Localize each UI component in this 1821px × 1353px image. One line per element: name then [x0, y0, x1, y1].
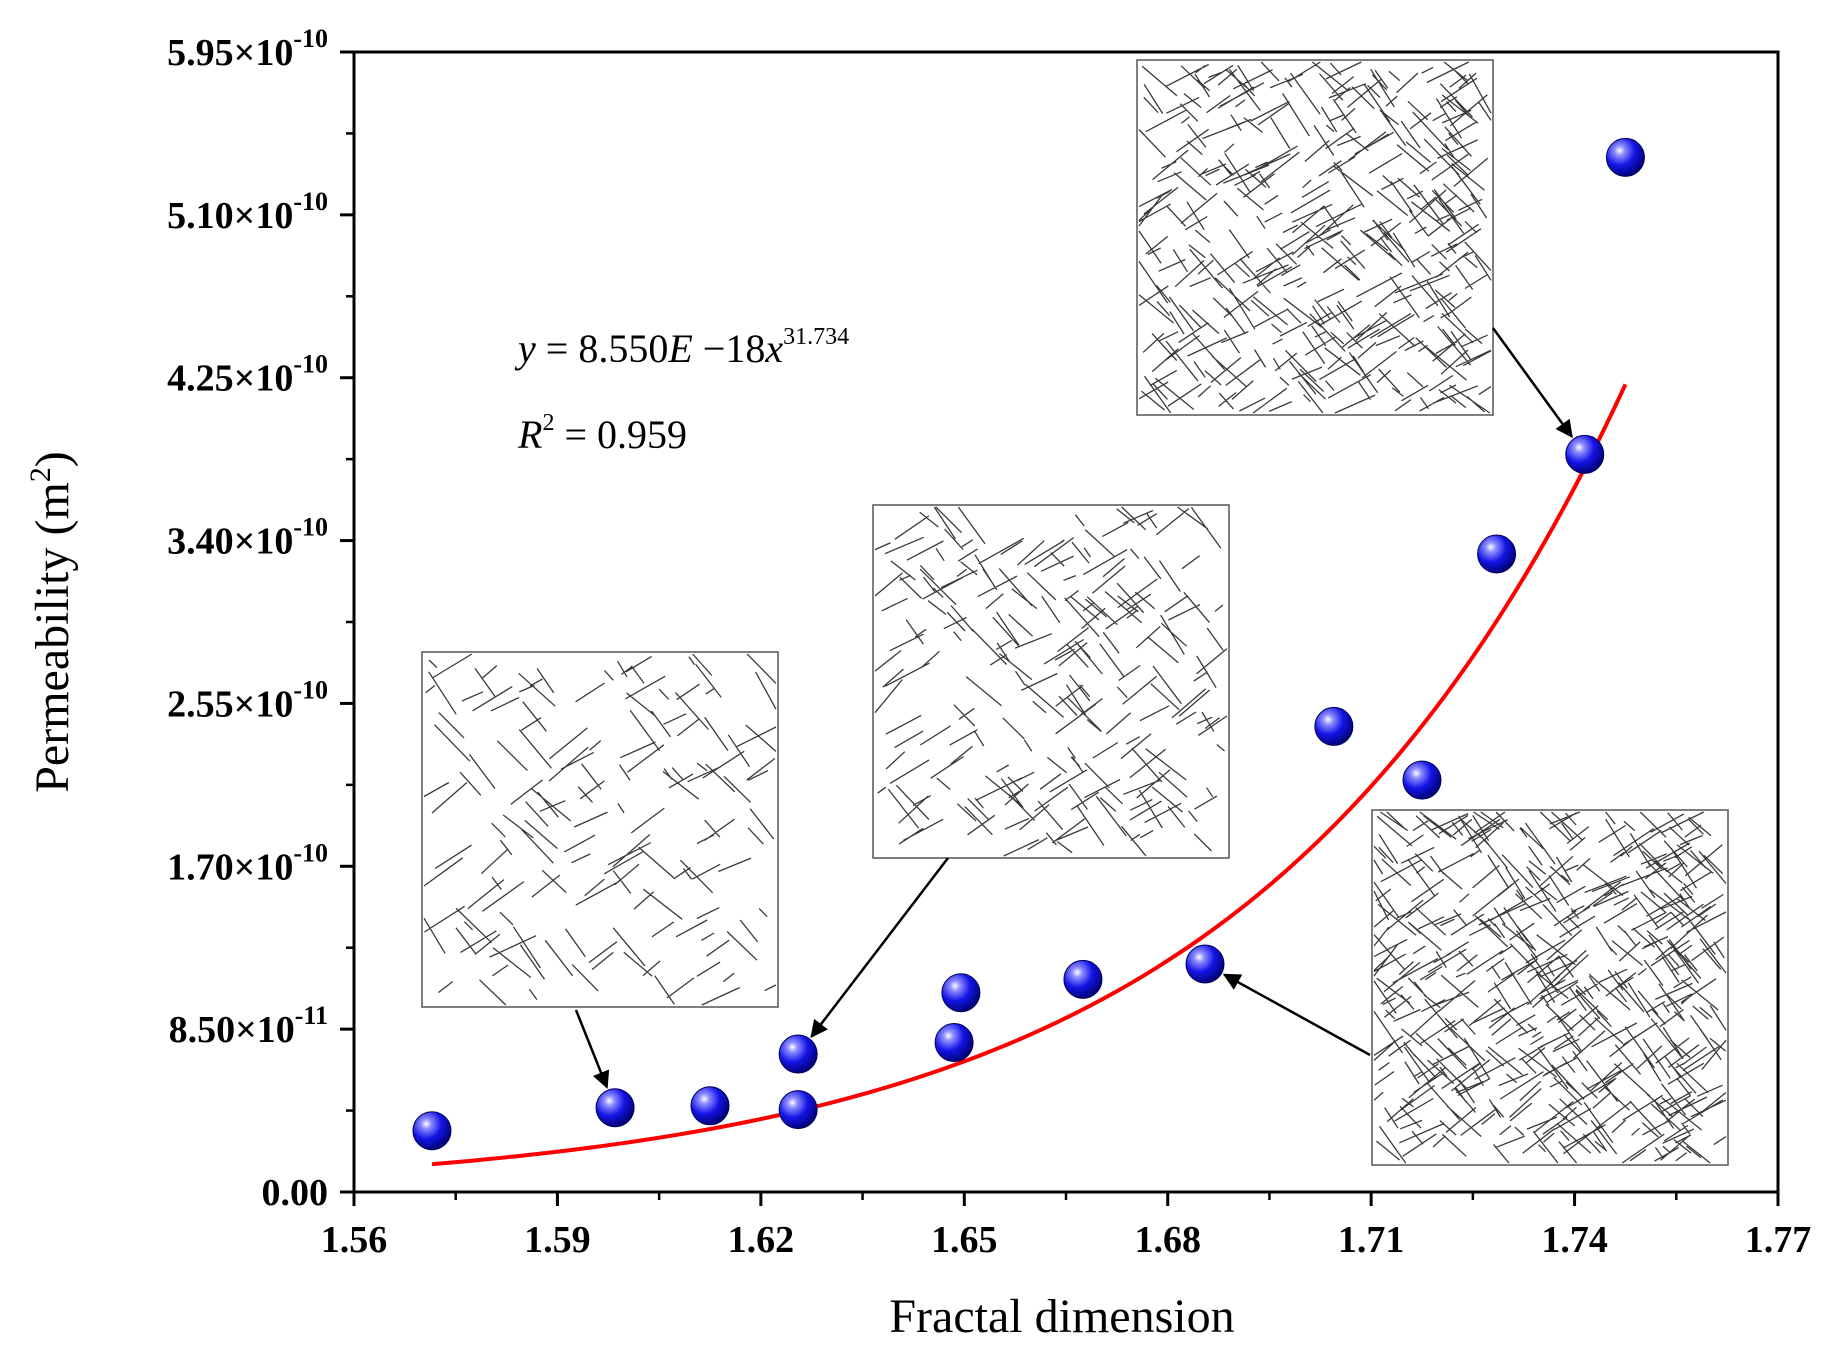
- fracture-network-medium: [872, 504, 1230, 859]
- data-point: [778, 1034, 818, 1074]
- y-tick-label: 4.25×10-10: [167, 350, 328, 400]
- data-point: [1605, 137, 1645, 177]
- y-tick-label: 3.40×10-10: [167, 513, 328, 563]
- y-tick-label: 2.55×10-10: [167, 675, 328, 725]
- x-tick-label: 1.56: [321, 1219, 388, 1261]
- inset-arrow: [1491, 327, 1573, 439]
- fracture-network-high: [1136, 59, 1494, 416]
- y-axis-ticks: 0.00 8.50×10-11 1.70×10-10 2.55×10-10 3.40×1…: [167, 24, 354, 1214]
- fracture-lines: [1373, 811, 1727, 1164]
- data-point: [690, 1086, 730, 1126]
- y-tick-label: 8.50×10-11: [169, 1001, 328, 1051]
- fracture-insets: [421, 59, 1729, 1166]
- data-point: [778, 1090, 818, 1130]
- fit-equation-text: y = 8.550E −18x31.734: [514, 324, 849, 371]
- inset-arrows: [574, 327, 1573, 1089]
- data-point: [1402, 760, 1442, 800]
- x-axis-title: Fractal dimension: [889, 1290, 1234, 1343]
- inset-arrow: [574, 1009, 610, 1089]
- x-tick-label: 1.71: [1338, 1219, 1405, 1261]
- data-point: [1314, 706, 1354, 746]
- x-axis-ticks: 1.56 1.59 1.62 1.65 1.68 1.71 1.74 1.77: [321, 1192, 1812, 1261]
- fit-equation: y = 8.550E −18x31.734 R2 = 0.959: [514, 324, 849, 457]
- fracture-lines: [1138, 61, 1492, 414]
- fracture-network-dense: [1371, 809, 1729, 1166]
- data-point: [412, 1111, 452, 1151]
- data-point: [1063, 959, 1103, 999]
- x-tick-label: 1.62: [728, 1219, 795, 1261]
- x-tick-label: 1.77: [1745, 1219, 1812, 1261]
- x-tick-label: 1.59: [524, 1219, 591, 1261]
- x-tick-label: 1.74: [1541, 1219, 1608, 1261]
- data-points-layer: [412, 137, 1645, 1151]
- data-point: [1477, 534, 1517, 574]
- r-squared-text: R2 = 0.959: [517, 410, 687, 457]
- inset-arrow: [810, 857, 949, 1038]
- fracture-lines: [423, 653, 777, 1006]
- x-tick-label: 1.65: [931, 1219, 998, 1261]
- data-point: [595, 1088, 635, 1128]
- y-tick-label: 5.10×10-10: [167, 187, 328, 237]
- data-point: [1565, 434, 1605, 474]
- fracture-network-low: [421, 651, 779, 1008]
- inset-frame: [872, 504, 1230, 859]
- inset-arrow: [1222, 973, 1371, 1057]
- y-tick-label: 1.70×10-10: [167, 838, 328, 888]
- y-tick-label: 5.95×10-10: [167, 24, 328, 74]
- fracture-lines: [874, 506, 1228, 857]
- y-tick-label: 0.00: [262, 1172, 329, 1214]
- x-tick-label: 1.68: [1134, 1219, 1201, 1261]
- power-law-fit-curve: [431, 383, 1628, 1167]
- y-axis-title: Permeability (m2): [24, 451, 79, 793]
- data-point: [1185, 944, 1225, 984]
- data-point: [934, 1023, 974, 1063]
- fit-curve-layer: [431, 383, 1628, 1167]
- data-point: [941, 973, 981, 1013]
